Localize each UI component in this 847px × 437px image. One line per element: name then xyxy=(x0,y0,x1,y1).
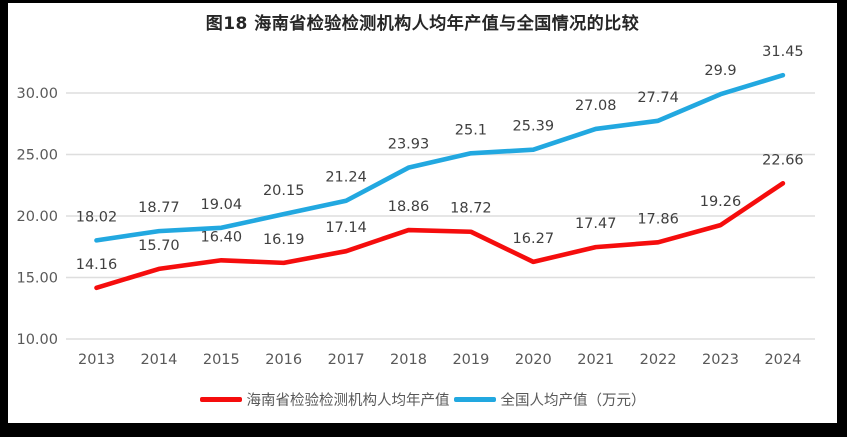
x-axis-tick-label: 2014 xyxy=(140,352,177,368)
x-axis-tick-label: 2019 xyxy=(452,352,489,368)
series-line-1 xyxy=(94,72,786,243)
legend-line-swatch-blue xyxy=(453,397,496,402)
chart-title: 图18 海南省检验检测机构人均年产值与全国情况的比较 xyxy=(205,14,640,34)
data-label-series-0: 16.19 xyxy=(263,232,305,248)
line-chart-plot: 10.00 15.00 20.00 25.00 30.00 2013 2014 2015 201… xyxy=(16,44,815,368)
chart-legend: 海南省检验检测机构人均年产值 全国人均产值（万元） xyxy=(8,389,837,410)
legend-item-hainan: 海南省检验检测机构人均年产值 xyxy=(199,389,450,410)
legend-label-national: 全国人均产值（万元） xyxy=(500,393,646,409)
legend-line-swatch-red xyxy=(199,397,242,402)
data-label-series-1: 27.74 xyxy=(637,90,679,106)
x-axis-tick-label: 2016 xyxy=(265,352,302,368)
y-axis-tick-label: 20.00 xyxy=(16,209,58,225)
series-line-0 xyxy=(94,180,786,291)
data-label-series-0: 18.86 xyxy=(388,199,430,215)
data-label-series-1: 25.1 xyxy=(455,122,487,138)
x-axis-tick-label: 2024 xyxy=(764,352,801,368)
x-axis-tick-label: 2015 xyxy=(203,352,240,368)
data-label-series-1: 25.39 xyxy=(513,119,555,135)
y-axis-tick-label: 30.00 xyxy=(16,86,58,102)
legend-label-hainan: 海南省检验检测机构人均年产值 xyxy=(246,393,450,409)
data-label-series-1: 20.15 xyxy=(263,183,305,199)
data-label-series-0: 16.40 xyxy=(201,229,243,245)
y-axis-tick-label: 10.00 xyxy=(16,332,58,348)
data-label-series-0: 17.14 xyxy=(325,220,367,236)
data-label-series-0: 17.86 xyxy=(637,211,679,227)
y-axis-tick-label: 15.00 xyxy=(16,271,58,287)
data-label-series-1: 27.08 xyxy=(575,98,617,114)
x-axis-tick-label: 2018 xyxy=(390,352,427,368)
data-label-series-0: 18.72 xyxy=(450,201,492,217)
x-axis-tick-label: 2020 xyxy=(515,352,552,368)
data-label-series-1: 18.77 xyxy=(138,200,180,216)
data-label-series-1: 18.02 xyxy=(76,209,118,225)
data-label-series-0: 17.47 xyxy=(575,216,617,232)
x-axis-tick-label: 2021 xyxy=(577,352,614,368)
x-axis-tick-label: 2017 xyxy=(328,352,365,368)
data-label-series-1: 31.45 xyxy=(762,44,804,60)
data-label-series-0: 22.66 xyxy=(762,152,804,168)
x-axis-tick-label: 2023 xyxy=(702,352,739,368)
data-label-series-1: 23.93 xyxy=(388,137,430,153)
legend-item-national: 全国人均产值（万元） xyxy=(453,389,646,410)
data-label-series-1: 29.9 xyxy=(704,63,736,79)
x-axis-tick-label: 2022 xyxy=(640,352,677,368)
data-label-series-1: 19.04 xyxy=(201,197,243,213)
data-label-series-0: 14.16 xyxy=(76,257,118,273)
x-axis-tick-label: 2013 xyxy=(78,352,115,368)
data-label-series-1: 21.24 xyxy=(325,170,367,186)
data-label-series-0: 15.70 xyxy=(138,238,180,254)
y-axis-tick-label: 25.00 xyxy=(16,148,58,164)
data-label-series-0: 16.27 xyxy=(513,231,555,247)
chart-panel: 图18 海南省检验检测机构人均年产值与全国情况的比较 10.00 15.00 20.… xyxy=(8,3,837,423)
data-label-series-0: 19.26 xyxy=(700,194,742,210)
